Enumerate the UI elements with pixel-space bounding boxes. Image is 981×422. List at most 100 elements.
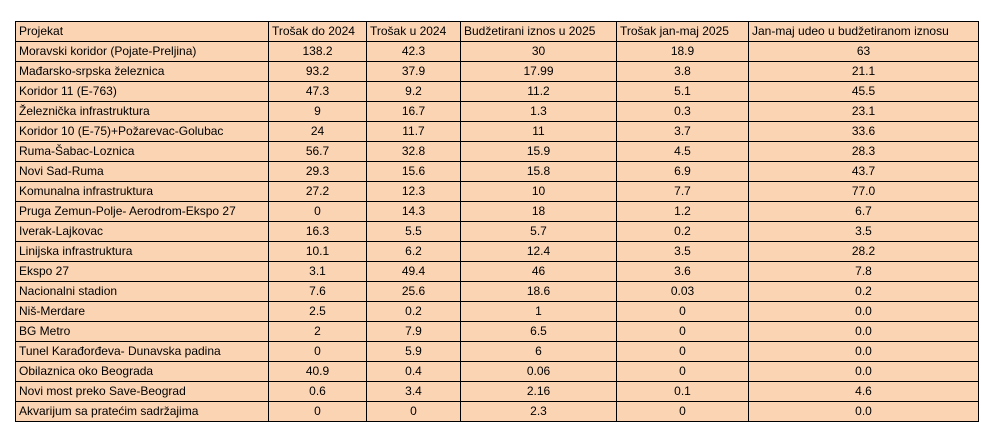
project-cost-table-container: Projekat Trošak do 2024 Trošak u 2024 Bu… xyxy=(15,21,979,422)
table-row: Moravski koridor (Pojate-Preljina) 138.2 4… xyxy=(15,41,979,62)
table-row: BG Metro 2 7.9 6.5 0 0.0 xyxy=(15,321,979,342)
trosak-jan-maj-cell: 7.7 xyxy=(616,181,749,202)
jan-maj-udeo-cell: 45.5 xyxy=(748,81,979,102)
table-row: Iverak-Lajkovac 16.3 5.5 5.7 0.2 3.5 xyxy=(15,221,979,242)
jan-maj-udeo-cell: 77.0 xyxy=(748,181,979,202)
jan-maj-udeo-cell: 6.7 xyxy=(748,201,979,222)
trosak-do-2024-cell: 0 xyxy=(268,201,367,222)
trosak-u-2024-cell: 25.6 xyxy=(366,281,461,302)
trosak-u-2024-cell: 6.2 xyxy=(366,241,461,262)
trosak-u-2024-cell: 11.7 xyxy=(366,121,461,142)
trosak-jan-maj-cell: 3.5 xyxy=(616,241,749,262)
project-name-cell: Niš-Merdare xyxy=(15,301,269,322)
table-row: Novi most preko Save-Beograd 0.6 3.4 2.16 0.… xyxy=(15,381,979,402)
trosak-do-2024-cell: 24 xyxy=(268,121,367,142)
trosak-do-2024-cell: 56.7 xyxy=(268,141,367,162)
project-name-cell: Obilaznica oko Beograda xyxy=(15,361,269,382)
trosak-do-2024-cell: 9 xyxy=(268,101,367,122)
budzetirani-iznos-cell: 6 xyxy=(460,341,617,362)
jan-maj-udeo-cell: 7.8 xyxy=(748,261,979,282)
header-trosak-jan-maj-2025: Trošak jan-maj 2025 xyxy=(616,21,749,42)
budzetirani-iznos-cell: 15.9 xyxy=(460,141,617,162)
jan-maj-udeo-cell: 21.1 xyxy=(748,61,979,82)
budzetirani-iznos-cell: 46 xyxy=(460,261,617,282)
trosak-jan-maj-cell: 4.5 xyxy=(616,141,749,162)
trosak-do-2024-cell: 2 xyxy=(268,321,367,342)
table-row: Akvarijum sa pratećim sadržajima 0 0 2.3 0 0.… xyxy=(15,401,979,422)
trosak-do-2024-cell: 40.9 xyxy=(268,361,367,382)
trosak-jan-maj-cell: 0 xyxy=(616,341,749,362)
trosak-u-2024-cell: 5.5 xyxy=(366,221,461,242)
trosak-jan-maj-cell: 5.1 xyxy=(616,81,749,102)
trosak-do-2024-cell: 2.5 xyxy=(268,301,367,322)
jan-maj-udeo-cell: 43.7 xyxy=(748,161,979,182)
project-name-cell: Moravski koridor (Pojate-Preljina) xyxy=(15,41,269,62)
trosak-do-2024-cell: 29.3 xyxy=(268,161,367,182)
project-name-cell: Komunalna infrastruktura xyxy=(15,181,269,202)
trosak-jan-maj-cell: 0.1 xyxy=(616,381,749,402)
trosak-do-2024-cell: 3.1 xyxy=(268,261,367,282)
budzetirani-iznos-cell: 6.5 xyxy=(460,321,617,342)
header-jan-maj-udeo: Jan-maj udeo u budžetiranom iznosu xyxy=(748,21,979,42)
table-row: Komunalna infrastruktura 27.2 12.3 10 7.7 77.… xyxy=(15,181,979,202)
budzetirani-iznos-cell: 17.99 xyxy=(460,61,617,82)
budzetirani-iznos-cell: 30 xyxy=(460,41,617,62)
jan-maj-udeo-cell: 33.6 xyxy=(748,121,979,142)
trosak-u-2024-cell: 7.9 xyxy=(366,321,461,342)
project-name-cell: BG Metro xyxy=(15,321,269,342)
trosak-jan-maj-cell: 1.2 xyxy=(616,201,749,222)
trosak-jan-maj-cell: 0.03 xyxy=(616,281,749,302)
trosak-u-2024-cell: 15.6 xyxy=(366,161,461,182)
budzetirani-iznos-cell: 11.2 xyxy=(460,81,617,102)
project-name-cell: Akvarijum sa pratećim sadržajima xyxy=(15,401,269,422)
project-name-cell: Linijska infrastruktura xyxy=(15,241,269,262)
trosak-jan-maj-cell: 3.7 xyxy=(616,121,749,142)
trosak-jan-maj-cell: 3.8 xyxy=(616,61,749,82)
jan-maj-udeo-cell: 63 xyxy=(748,41,979,62)
table-row: Koridor 11 (E-763) 47.3 9.2 11.2 5.1 45.5 xyxy=(15,81,979,102)
trosak-do-2024-cell: 7.6 xyxy=(268,281,367,302)
project-name-cell: Novi Sad-Ruma xyxy=(15,161,269,182)
table-row: Železnička infrastruktura 9 16.7 1.3 0.3 23.1 xyxy=(15,101,979,122)
table-row: Pruga Zemun-Polje- Aerodrom-Ekspo 27 0 14.… xyxy=(15,201,979,222)
project-name-cell: Iverak-Lajkovac xyxy=(15,221,269,242)
jan-maj-udeo-cell: 28.3 xyxy=(748,141,979,162)
table-row: Tunel Karađorđeva- Dunavska padina 0 5.9 6 0… xyxy=(15,341,979,362)
header-projekat: Projekat xyxy=(15,21,269,42)
trosak-jan-maj-cell: 18.9 xyxy=(616,41,749,62)
trosak-u-2024-cell: 12.3 xyxy=(366,181,461,202)
table-row: Niš-Merdare 2.5 0.2 1 0 0.0 xyxy=(15,301,979,322)
trosak-jan-maj-cell: 0 xyxy=(616,321,749,342)
trosak-u-2024-cell: 14.3 xyxy=(366,201,461,222)
project-name-cell: Tunel Karađorđeva- Dunavska padina xyxy=(15,341,269,362)
table-row: Linijska infrastruktura 10.1 6.2 12.4 3.5 28.… xyxy=(15,241,979,262)
trosak-u-2024-cell: 5.9 xyxy=(366,341,461,362)
trosak-jan-maj-cell: 3.6 xyxy=(616,261,749,282)
trosak-jan-maj-cell: 0 xyxy=(616,361,749,382)
budzetirani-iznos-cell: 1.3 xyxy=(460,101,617,122)
jan-maj-udeo-cell: 23.1 xyxy=(748,101,979,122)
jan-maj-udeo-cell: 0.0 xyxy=(748,321,979,342)
project-name-cell: Nacionalni stadion xyxy=(15,281,269,302)
trosak-u-2024-cell: 0 xyxy=(366,401,461,422)
budzetirani-iznos-cell: 0.06 xyxy=(460,361,617,382)
table-row: Obilaznica oko Beograda 40.9 0.4 0.06 0 0.0 xyxy=(15,361,979,382)
table-row: Nacionalni stadion 7.6 25.6 18.6 0.03 0.2 xyxy=(15,281,979,302)
header-row: Projekat Trošak do 2024 Trošak u 2024 Bu… xyxy=(15,21,979,42)
budzetirani-iznos-cell: 12.4 xyxy=(460,241,617,262)
project-name-cell: Ruma-Šabac-Loznica xyxy=(15,141,269,162)
budzetirani-iznos-cell: 5.7 xyxy=(460,221,617,242)
trosak-u-2024-cell: 9.2 xyxy=(366,81,461,102)
trosak-do-2024-cell: 0 xyxy=(268,341,367,362)
budzetirani-iznos-cell: 18.6 xyxy=(460,281,617,302)
trosak-jan-maj-cell: 0.3 xyxy=(616,101,749,122)
trosak-u-2024-cell: 49.4 xyxy=(366,261,461,282)
jan-maj-udeo-cell: 0.0 xyxy=(748,301,979,322)
trosak-u-2024-cell: 16.7 xyxy=(366,101,461,122)
budzetirani-iznos-cell: 18 xyxy=(460,201,617,222)
jan-maj-udeo-cell: 3.5 xyxy=(748,221,979,242)
trosak-jan-maj-cell: 6.9 xyxy=(616,161,749,182)
table-row: Koridor 10 (E-75)+Požarevac-Golubac 24 11.… xyxy=(15,121,979,142)
jan-maj-udeo-cell: 4.6 xyxy=(748,381,979,402)
header-trosak-do-2024: Trošak do 2024 xyxy=(268,21,367,42)
